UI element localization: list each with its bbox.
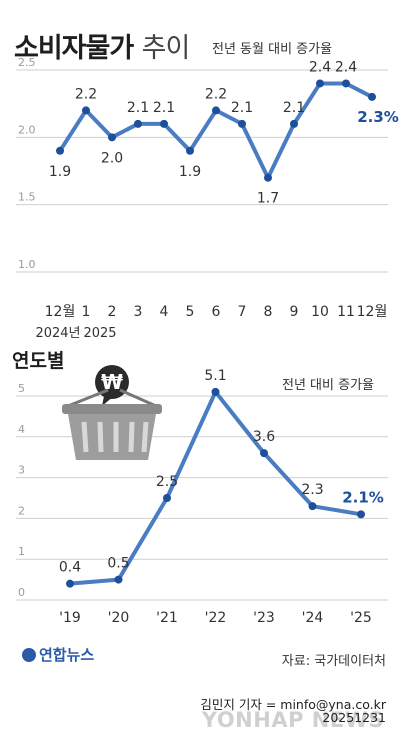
x-tick-label: 8 [264,304,273,320]
data-label: 2.0 [101,150,123,166]
data-point [238,119,246,128]
publish-date: 20251231 [322,710,386,725]
x-tick-label: 1 [82,304,91,320]
x-tick-label: '25 [350,610,372,626]
yonhap-logo-mark [22,648,36,662]
yearly-section-title: 연도별 [12,350,65,372]
x-tick-label: 10 [311,304,329,320]
data-label: 2.1 [127,100,149,116]
chart-title-main: 소비자물가 [14,33,134,64]
data-label: 2.3 [301,482,323,498]
y-tick-label: 2 [18,504,25,517]
data-point [186,146,194,155]
x-tick-label: 12월 [357,304,388,320]
x-tick-label: 6 [212,304,221,320]
data-label: 1.9 [49,164,71,180]
data-label: 2.1 [153,100,175,116]
x-tick-label: '22 [205,610,227,626]
data-label: 0.5 [107,556,129,572]
data-label: 5.1 [204,368,226,384]
data-label: 1.7 [257,191,279,207]
y-tick-label: 2.0 [18,123,36,136]
watermark: YONHAP NEWS [201,708,384,732]
data-point [212,106,220,115]
data-point [108,133,116,142]
data-point [264,173,272,182]
data-point [160,119,168,128]
yearly-unit-label: 전년 대비 증가율 [282,378,374,393]
data-point [211,387,220,396]
data-point [163,494,171,502]
x-tick-label: 9 [290,304,299,320]
y-tick-label: 0 [18,586,25,599]
data-label: 1.9 [179,164,201,180]
data-label: 2.1 [231,100,253,116]
data-point [66,579,74,588]
data-label: 2.5 [156,474,178,490]
y-tick-label: 4 [18,423,25,436]
y-tick-label: 3 [18,464,25,477]
x-tick-label: 4 [160,304,169,320]
year-label: 2025 [83,326,116,341]
reporter-credit: 김민지 기자 = minfo@yna.co.kr [200,697,386,712]
yearly-chart: 0 1 2 3 4 5 0.4 0.5 2.5 5.1 3.6 2.3 2.1% '19 '20 '21 '22… [16,368,388,626]
basket-icon: ₩ [62,365,162,460]
data-label: 2.4 [309,59,331,75]
chart-title: 소비자물가 추이 [14,26,191,65]
data-label: 0.4 [59,560,81,576]
data-label: 2.1% [342,488,384,506]
data-point [82,106,90,115]
chart-subtitle: 전년 동월 대비 증가율 [212,42,333,57]
x-tick-label: '20 [108,610,130,626]
data-point [134,119,142,128]
y-tick-label: 1 [18,545,25,558]
data-label: 2.3% [357,108,399,126]
data-point [342,79,350,88]
data-label: 2.2 [75,86,97,102]
year-label: 2024년 [35,326,80,341]
svg-text:₩: ₩ [101,370,123,394]
x-tick-label: '24 [302,610,324,626]
yonhap-logo: 연합뉴스 [22,644,94,665]
x-tick-label: 3 [134,304,143,320]
data-label: 2.1 [283,100,305,116]
data-point [114,575,123,584]
data-point [357,510,365,519]
data-point [368,92,376,101]
x-tick-label: 5 [186,304,195,320]
data-label: 2.2 [205,86,227,102]
x-tick-label: '21 [156,610,178,626]
yonhap-logo-text: 연합뉴스 [39,646,95,664]
y-tick-label: 1.5 [18,191,36,204]
data-point [260,449,268,458]
x-tick-label: 2 [108,304,117,320]
x-tick-label: 7 [238,304,247,320]
data-point [316,79,324,88]
x-tick-label: '23 [253,610,275,626]
data-point [290,119,298,128]
x-tick-label: '19 [59,610,81,626]
data-point [56,146,64,155]
monthly-chart: 2.52.01.51.01.92.22.02.1 2.11.92.22.11.72… [16,56,399,341]
data-label: 2.4 [335,59,357,75]
x-tick-label: 11 [337,304,355,320]
data-point [308,502,317,511]
x-tick-label: 12월 [45,304,76,320]
y-tick-label: 2.5 [18,56,36,69]
data-label: 3.6 [253,429,275,445]
source-note: 자료: 국가데이터처 [281,654,386,669]
y-tick-label: 1.0 [18,258,36,271]
chart-title-suffix: 추이 [141,33,191,64]
y-tick-label: 5 [18,382,25,395]
